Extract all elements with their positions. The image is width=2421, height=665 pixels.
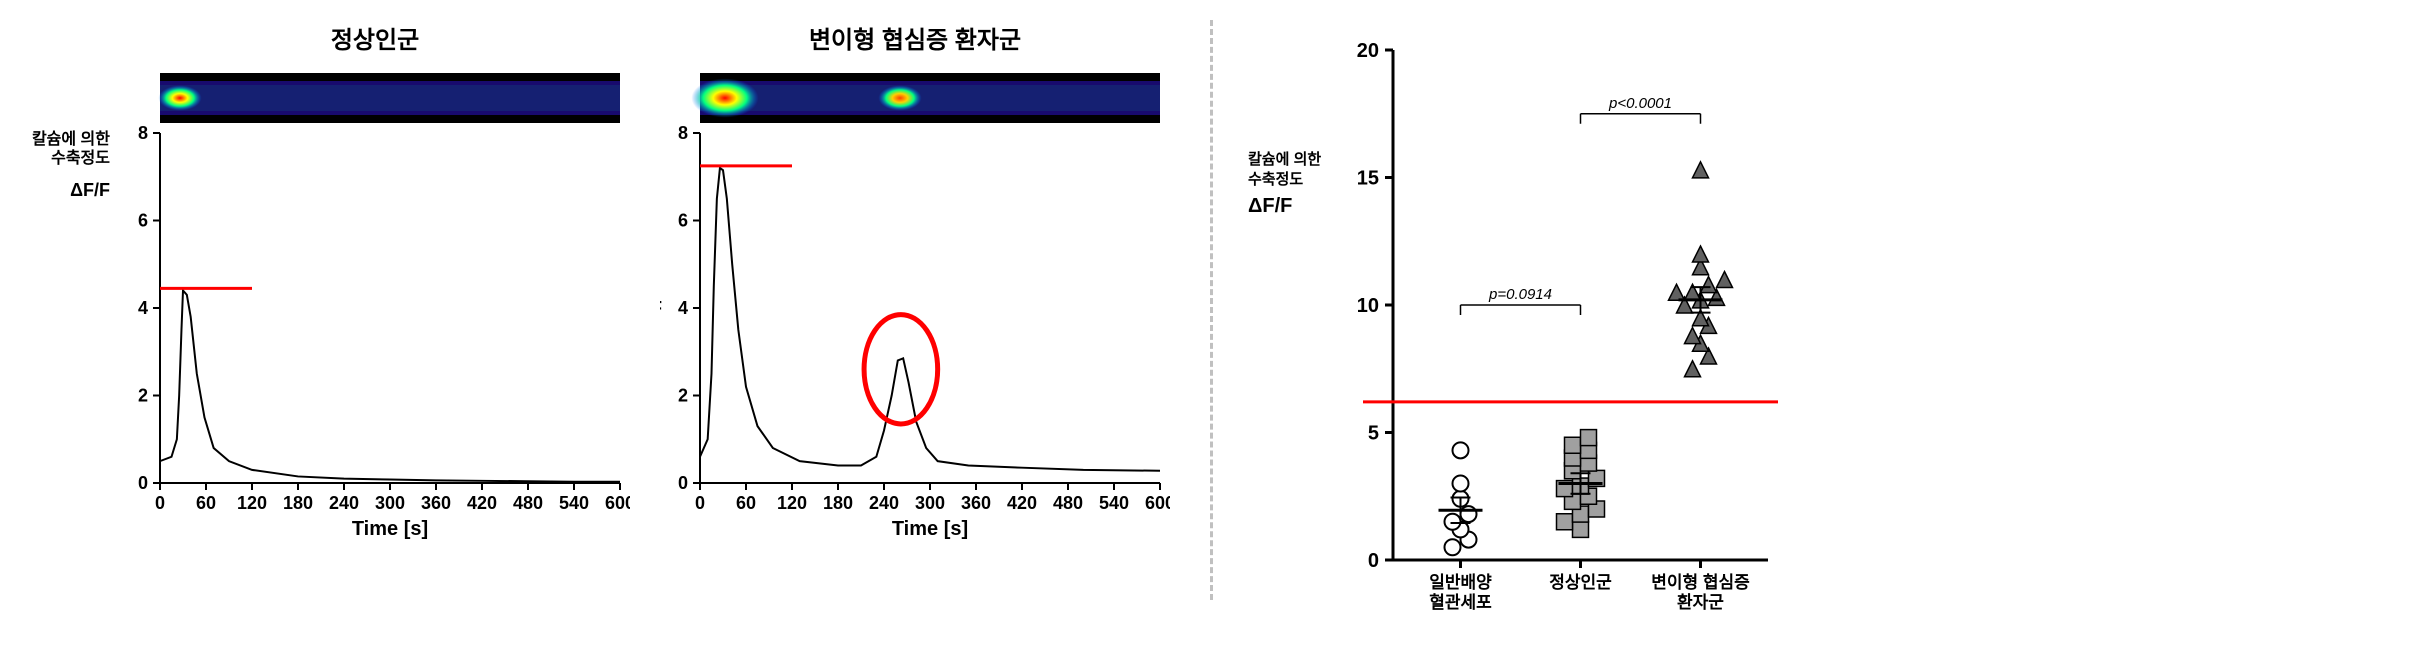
panel-patient: 변이형 협심증 환자군 0 2 4 6 8 0 60 120 180 240 300 360 420 48… [660, 20, 1170, 548]
panel-scatter: 칼슘에 의한 수축정도 ΔF/F 05101520일반배양혈관세포정상인군변이형… [1343, 20, 1783, 645]
svg-text:5: 5 [1368, 423, 1379, 445]
svg-text:60: 60 [736, 493, 756, 513]
svg-text:360: 360 [421, 493, 451, 513]
svg-text:180: 180 [283, 493, 313, 513]
svg-text:0: 0 [138, 473, 148, 493]
svg-text:15: 15 [1357, 168, 1379, 190]
svg-text:0: 0 [155, 493, 165, 513]
svg-text:4: 4 [138, 298, 148, 318]
svg-text:p<0.0001: p<0.0001 [1608, 95, 1672, 112]
chart-normal: 0 2 4 6 8 0 60 120 180 240 300 360 420 480 540 600 Time … [120, 63, 630, 543]
svg-text:p=0.0914: p=0.0914 [1488, 286, 1552, 303]
svg-text:2: 2 [678, 386, 688, 406]
svg-text:0: 0 [1368, 550, 1379, 572]
svg-text:420: 420 [467, 493, 497, 513]
svg-text:8: 8 [138, 123, 148, 143]
svg-text:Time [s]: Time [s] [352, 518, 428, 540]
svg-text:Time [s]: Time [s] [892, 518, 968, 540]
svg-text:60: 60 [196, 493, 216, 513]
svg-text:600: 600 [605, 493, 630, 513]
svg-text:480: 480 [1053, 493, 1083, 513]
panel-normal: 정상인군 칼슘에 의한 수축정도 ΔF/F 024680601201802403… [120, 20, 630, 548]
svg-text:변이형 협심증: 변이형 협심증 [1651, 572, 1750, 592]
svg-text:120: 120 [237, 493, 267, 513]
svg-text:8: 8 [678, 123, 688, 143]
svg-text:300: 300 [375, 493, 405, 513]
svg-text:환자군: 환자군 [1677, 593, 1724, 612]
svg-text:20: 20 [1357, 40, 1379, 62]
panel-a-ylabel: 칼슘에 의한 수축정도 ΔF/F [20, 130, 110, 202]
svg-text:240: 240 [869, 493, 899, 513]
svg-text:6: 6 [138, 211, 148, 231]
svg-text:240: 240 [329, 493, 359, 513]
svg-text:6: 6 [678, 211, 688, 231]
svg-text:600: 600 [1145, 493, 1170, 513]
svg-text:540: 540 [1099, 493, 1129, 513]
chart-patient: 0 2 4 6 8 0 60 120 180 240 300 360 420 480 540 600 Time … [660, 63, 1170, 543]
panel-c-ylabel: 칼슘에 의한 수축정도 ΔF/F [1248, 150, 1338, 219]
svg-text:420: 420 [1007, 493, 1037, 513]
svg-text:정상인군: 정상인군 [1549, 573, 1612, 592]
svg-text:혈관세포: 혈관세포 [1429, 592, 1492, 612]
svg-text:0: 0 [678, 473, 688, 493]
svg-text:180: 180 [823, 493, 853, 513]
svg-text:300: 300 [915, 493, 945, 513]
chart-scatter: 0 5 10 15 20 일반배양혈관세포 정상인군 변이형 협심증환자군 p=0.0914 p<… [1343, 20, 1783, 640]
svg-text:2: 2 [138, 386, 148, 406]
svg-text:10: 10 [1357, 295, 1379, 317]
svg-text:120: 120 [777, 493, 807, 513]
panel-b-title: 변이형 협심증 환자군 [660, 20, 1170, 55]
svg-text:4: 4 [678, 298, 688, 318]
svg-text:360: 360 [961, 493, 991, 513]
panel-a-title: 정상인군 [120, 20, 630, 55]
svg-text:0: 0 [695, 493, 705, 513]
svg-text:일반배양: 일반배양 [1429, 573, 1492, 592]
vertical-divider [1210, 20, 1213, 600]
svg-text:540: 540 [559, 493, 589, 513]
svg-text:ΔF/F: ΔF/F [660, 298, 662, 318]
svg-text:480: 480 [513, 493, 543, 513]
